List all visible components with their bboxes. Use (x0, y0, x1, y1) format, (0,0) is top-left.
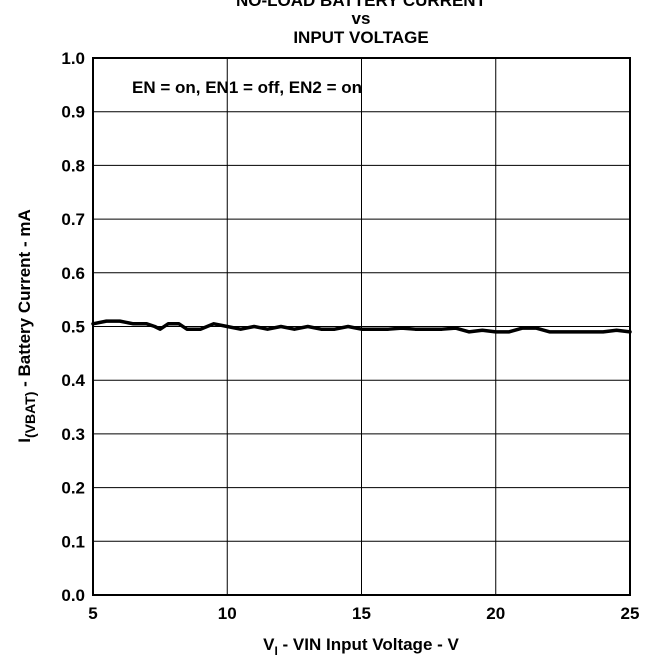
title-line-2: vs (352, 9, 371, 28)
condition-annotation: EN = on, EN1 = off, EN2 = on (132, 78, 362, 97)
y-tick-label: 1.0 (61, 49, 85, 68)
x-axis-label-main: V (263, 635, 275, 654)
x-tick-label: 25 (621, 604, 640, 623)
y-tick-label: 0.4 (61, 371, 85, 390)
y-tick-label: 0.1 (61, 532, 85, 551)
x-axis-label: VI - VIN Input Voltage - V (263, 635, 459, 658)
x-tick-label: 20 (486, 604, 505, 623)
x-tick-label: 5 (88, 604, 97, 623)
grid (92, 57, 631, 596)
y-axis-label-rest: - Battery Current - mA (15, 209, 34, 391)
y-axis-label-sub: (VBAT) (22, 392, 38, 438)
plot-frame (92, 57, 631, 596)
x-tick-label: 10 (218, 604, 237, 623)
series-line-battery-current (91, 319, 632, 334)
y-tick-label: 0.9 (61, 103, 85, 122)
y-axis-label: I(VBAT) - Battery Current - mA (15, 209, 38, 442)
title-line-1: NO-LOAD BATTERY CURRENT (236, 0, 487, 10)
y-tick-label: 0.2 (61, 479, 85, 498)
y-tick-label: 0.3 (61, 425, 85, 444)
x-axis-label-rest: - VIN Input Voltage - V (278, 635, 460, 654)
y-tick-labels: 0.0 0.1 0.2 0.3 0.4 0.5 0.6 0.7 0.8 0.9 1.0 (61, 49, 85, 605)
y-tick-label: 0.6 (61, 264, 85, 283)
x-tick-labels: 5 10 15 20 25 (88, 604, 639, 623)
title-line-3: INPUT VOLTAGE (293, 28, 428, 47)
x-axis-label-sub: I (274, 644, 277, 658)
y-axis-label-main: I (15, 438, 34, 443)
x-tick-label: 15 (352, 604, 371, 623)
y-tick-label: 0.5 (61, 318, 85, 337)
y-tick-label: 0.0 (61, 586, 85, 605)
y-tick-label: 0.8 (61, 156, 85, 175)
y-tick-label: 0.7 (61, 210, 85, 229)
chart-title: NO-LOAD BATTERY CURRENT vs INPUT VOLTAGE (236, 0, 487, 47)
